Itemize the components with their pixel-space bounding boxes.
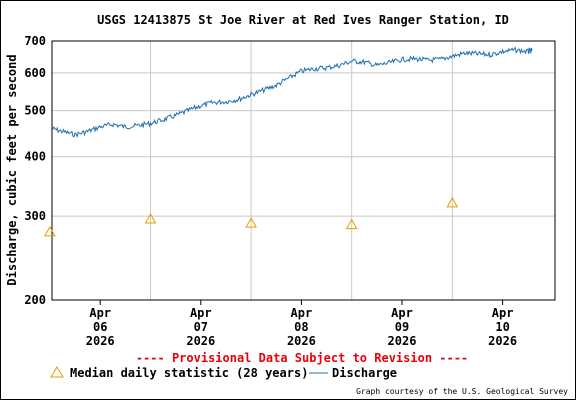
median-point-triangle [144, 212, 157, 224]
y-tick-label: 600 [24, 66, 46, 80]
x-tick-label-day: 10 [495, 320, 509, 334]
x-tick-label-year: 2026 [287, 334, 316, 348]
x-tick-label-month: Apr [492, 306, 514, 320]
y-axis-label: Discharge, cubic feet per second [5, 54, 19, 285]
x-tick-label-year: 2026 [488, 334, 517, 348]
legend-median-label: Median daily statistic (28 years) [70, 366, 308, 380]
plot-border [51, 40, 556, 301]
x-tick-label-day: 06 [93, 320, 107, 334]
x-tick-label-month: Apr [391, 306, 413, 320]
x-tick-label-day: 08 [294, 320, 308, 334]
median-legend-triangle-icon [50, 366, 64, 378]
x-tick-label-day: 07 [194, 320, 208, 334]
median-point-triangle [345, 218, 358, 230]
y-tick-label: 200 [24, 293, 46, 307]
legend-discharge-label: Discharge [332, 366, 397, 380]
usgs-credit: Graph courtesy of the U.S. Geological Su… [356, 387, 568, 396]
tick-labels: 200300400500600700Apr062026Apr072026Apr0… [24, 34, 517, 348]
grid-lines [52, 41, 555, 300]
axes [51, 40, 556, 305]
x-tick-label-year: 2026 [388, 334, 417, 348]
chart-title: USGS 12413875 St Joe River at Red Ives R… [97, 13, 509, 27]
x-tick-label-month: Apr [89, 306, 111, 320]
x-tick-label-year: 2026 [86, 334, 115, 348]
data-layer [44, 46, 533, 237]
median-point-triangle [245, 217, 257, 228]
provisional-notice: ---- Provisional Data Subject to Revisio… [136, 351, 468, 365]
y-tick-label: 700 [24, 34, 46, 48]
y-tick-label: 400 [24, 150, 46, 164]
x-tick-label-year: 2026 [186, 334, 215, 348]
legend: Median daily statistic (28 years) Discha… [50, 366, 397, 380]
x-tick-label-day: 09 [395, 320, 409, 334]
median-point-triangle [44, 225, 56, 237]
discharge-series-line [51, 46, 533, 138]
y-tick-label: 500 [24, 104, 46, 118]
y-tick-label: 300 [24, 209, 46, 223]
x-tick-label-month: Apr [190, 306, 212, 320]
median-point-triangle [446, 196, 459, 208]
x-tick-label-month: Apr [291, 306, 313, 320]
